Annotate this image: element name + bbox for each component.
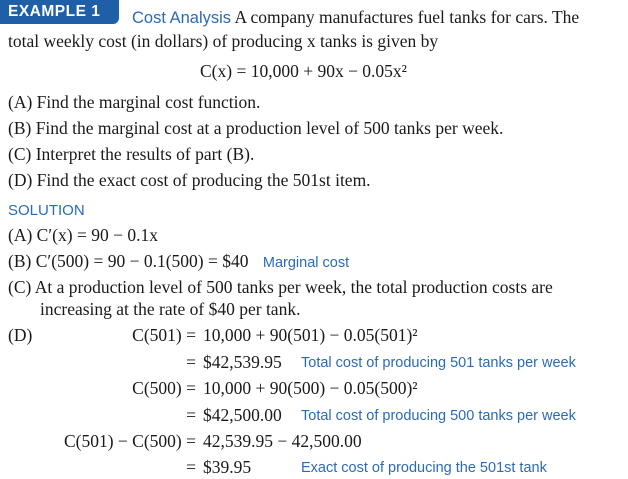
d-row-3-rhs: 10,000 + 90(500) − 0.05(500)² [203,378,418,398]
d-row-6-lhs: = [186,457,196,477]
d-row-6-note: Exact cost of producing the 501st tank [301,460,547,476]
d-row-4-rhs: $42,500.00 [203,405,282,425]
d-row-4-note: Total cost of producing 500 tanks per we… [301,408,576,424]
solution-b-line: (B) C′(500) = 90 − 0.1(500) = $40 Margin… [8,250,349,274]
d-row-1-lhs: C(501) = [132,325,196,345]
solution-b: (B) C′(500) = 90 − 0.1(500) = $40 [8,251,249,271]
d-row-3-lhs: C(500) = [132,378,196,398]
solution-heading: SOLUTION [8,202,85,219]
question-d: (D) Find the exact cost of producing the… [8,170,371,190]
d-row-2-note: Total cost of producing 501 tanks per we… [301,355,576,371]
d-row-2-lhs: = [186,352,196,372]
question-b: (B) Find the marginal cost at a producti… [8,118,504,138]
marginal-cost-note: Marginal cost [262,255,350,271]
intro-line-2: total weekly cost (in dollars) of produc… [8,31,439,51]
cost-function-formula: C(x) = 10,000 + 90x − 0.05x² [200,61,407,81]
example-header-line: Cost Analysis A company manufactures fue… [132,6,579,29]
example-title: Cost Analysis [132,9,232,27]
d-row-5-lhs: C(501) − C(500) = [63,431,196,451]
intro-line-1: A company manufactures fuel tanks for ca… [234,7,580,27]
question-a: (A) Find the marginal cost function. [8,92,261,112]
d-row-4-lhs: = [186,405,196,425]
d-row-2-rhs: $42,539.95 [203,352,282,372]
solution-a: (A) C′(x) = 90 − 0.1x [8,225,158,245]
solution-c-line-2: increasing at the rate of $40 per tank. [40,299,301,319]
solution-d-label: (D) [8,325,33,345]
d-row-1-rhs: 10,000 + 90(501) − 0.05(501)² [203,325,418,345]
solution-c-line-1: (C) At a production level of 500 tanks p… [8,277,553,297]
d-row-6-rhs: $39.95 [203,457,252,477]
example-badge: EXAMPLE 1 [0,0,119,24]
d-row-5-rhs: 42,539.95 − 42,500.00 [203,431,362,451]
question-c: (C) Interpret the results of part (B). [8,144,255,164]
